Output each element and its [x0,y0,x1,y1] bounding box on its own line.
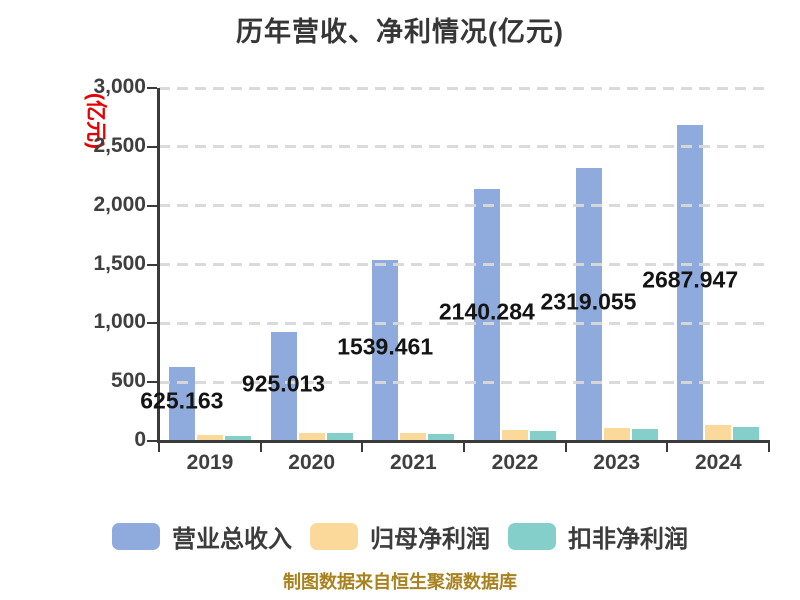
bar-net-profit-excl-2023 [631,429,658,441]
bar-revenue-2024 [677,124,704,441]
y-axis-tick [147,263,157,266]
bar-net-profit-excl-2024 [733,427,760,441]
bar-net-profit-2021 [400,432,427,441]
bar-net-profit-2023 [603,428,630,441]
legend-swatch-revenue [112,523,160,550]
bar-net-profit-excl-2020 [326,433,353,441]
gridline-3000 [159,86,769,90]
y-axis-tick [147,87,157,89]
bar-net-profit-excl-2021 [428,433,455,441]
bar-revenue-2019 [168,367,195,441]
y-axis-tick [147,322,157,325]
gridline-1500 [159,263,769,266]
bar-net-profit-2022 [501,430,528,441]
legend-label-revenue: 营业总收入 [172,526,292,553]
x-axis-line [157,440,770,443]
bar-revenue-2021 [372,259,399,441]
x-axis-tick [768,443,770,452]
y-axis-tick [147,204,157,207]
gridline-1000 [159,321,769,325]
legend-swatch-net-profit [310,523,358,550]
legend-item-revenue: 营业总收入 [112,519,292,554]
gridline-500 [159,380,769,384]
bar-net-profit-2024 [705,425,732,441]
y-axis-tick-label: 2,500 [93,133,146,157]
bar-revenue-2023 [575,168,602,441]
y-axis-tick-label: 500 [110,369,146,393]
x-axis-tick [259,443,262,452]
gridline-2500 [159,145,769,149]
y-axis-line [157,88,160,443]
bar-value-label: 925.013 [241,370,326,397]
legend-label-net-profit-excl: 扣非净利润 [568,526,688,553]
chart-title: 历年营收、净利情况(亿元) [236,17,564,47]
bar-revenue-2020 [270,332,297,441]
legend-label-net-profit: 归母净利润 [370,526,490,553]
y-axis-tick-label: 3,000 [93,75,146,98]
x-axis-tick [463,443,465,452]
bar-value-label: 1539.461 [337,333,434,360]
bar-value-label: 625.163 [140,387,224,414]
legend: 营业总收入 归母净利润 扣非净利润 [0,519,800,554]
bar-net-profit-2020 [298,432,325,441]
bar-revenue-2022 [473,189,500,441]
x-axis-tick [361,443,364,452]
x-axis-label: 2019 [186,451,234,474]
y-axis-tick [147,145,157,148]
y-axis-tick-label: 1,000 [93,310,146,334]
x-axis-label: 2023 [593,451,641,474]
x-axis-tick [158,443,160,452]
x-axis-tick [564,443,567,452]
y-axis-tick-label: 1,500 [93,251,146,275]
bar-value-label: 2319.055 [540,288,637,315]
legend-item-net-profit: 归母净利润 [310,519,490,554]
legend-swatch-net-profit-excl [508,523,556,550]
caption: 制图数据来自恒生聚源数据库 [283,572,517,592]
x-axis-label: 2021 [389,451,437,474]
y-axis-tick [147,440,157,442]
x-axis-label: 2022 [491,451,539,474]
x-axis-label: 2020 [288,451,336,474]
bar-value-label: 2687.947 [642,266,739,293]
bar-net-profit-excl-2019 [224,436,251,441]
bar-net-profit-2019 [196,435,223,441]
y-axis-tick-label: 2,000 [93,192,146,216]
y-axis-tick-label: 0 [134,428,146,451]
bar-value-label: 2140.284 [438,298,535,325]
x-axis-tick [666,443,669,452]
x-axis-label: 2024 [694,451,742,474]
bar-net-profit-excl-2022 [529,431,556,441]
y-axis-tick [147,381,157,384]
legend-item-net-profit-excl: 扣非净利润 [508,519,688,554]
gridline-2000 [159,204,769,208]
